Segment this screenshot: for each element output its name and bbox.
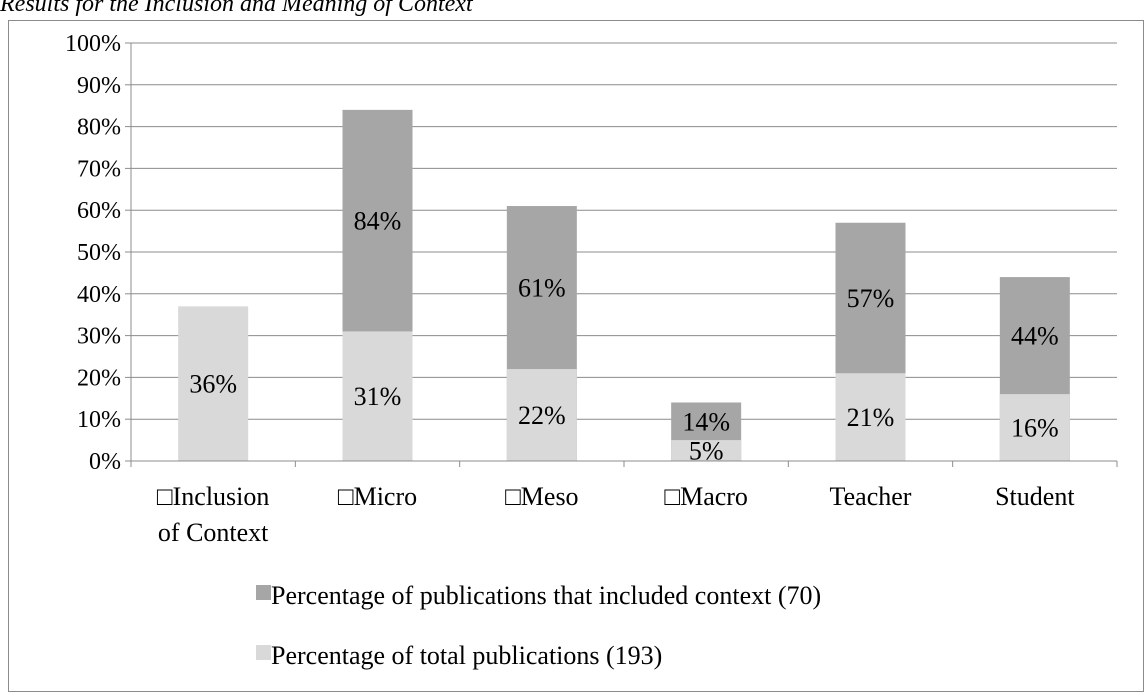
bar-total-publications <box>999 394 1070 461</box>
data-label-included-context: 84% <box>354 207 402 236</box>
y-tick-label: 10% <box>77 407 121 433</box>
data-label-included-context: 44% <box>1011 322 1059 351</box>
data-label-included-context: 14% <box>682 407 730 436</box>
bar-total-publications <box>835 373 906 461</box>
y-tick-label: 40% <box>77 282 121 308</box>
legend-swatch <box>256 585 271 600</box>
data-label-total-publications: 31% <box>354 382 402 411</box>
data-label-total-publications: 21% <box>847 403 895 432</box>
data-label-total-publications: 36% <box>189 370 237 399</box>
bar-total-publications <box>178 306 249 461</box>
y-tick-label: 30% <box>77 324 121 350</box>
data-label-included-context: 57% <box>847 284 895 313</box>
x-category-label: □Meso <box>505 482 578 511</box>
y-tick-label: 90% <box>77 73 121 99</box>
y-tick-label: 60% <box>77 198 121 224</box>
x-category-label: Teacher <box>830 482 912 511</box>
x-category-label: □Inclusion <box>157 482 269 511</box>
x-category-label: Student <box>995 482 1075 511</box>
chart-frame <box>8 20 1144 692</box>
legend-swatch <box>256 645 271 660</box>
x-category-label: of Context <box>158 518 269 547</box>
y-tick-label: 50% <box>77 240 121 266</box>
legend-label: Percentage of total publications (193) <box>271 641 662 670</box>
y-tick-label: 80% <box>77 115 121 141</box>
chart-heading: Results for the Inclusion and Meaning of… <box>0 0 473 17</box>
bar-total-publications <box>342 331 413 461</box>
bar-total-publications <box>506 369 577 461</box>
data-label-included-context: 61% <box>518 274 566 303</box>
y-tick-label: 100% <box>65 31 121 57</box>
data-label-total-publications: 5% <box>689 437 724 466</box>
legend-label: Percentage of publications that included… <box>271 581 821 610</box>
bar-total-publications <box>671 440 742 461</box>
y-tick-label: 20% <box>77 365 121 391</box>
y-tick-label: 70% <box>77 156 121 182</box>
data-label-total-publications: 16% <box>1011 414 1059 443</box>
data-label-total-publications: 22% <box>518 401 566 430</box>
x-category-label: □Macro <box>664 482 748 511</box>
x-category-label: □Micro <box>338 482 417 511</box>
y-tick-label: 0% <box>89 449 121 475</box>
